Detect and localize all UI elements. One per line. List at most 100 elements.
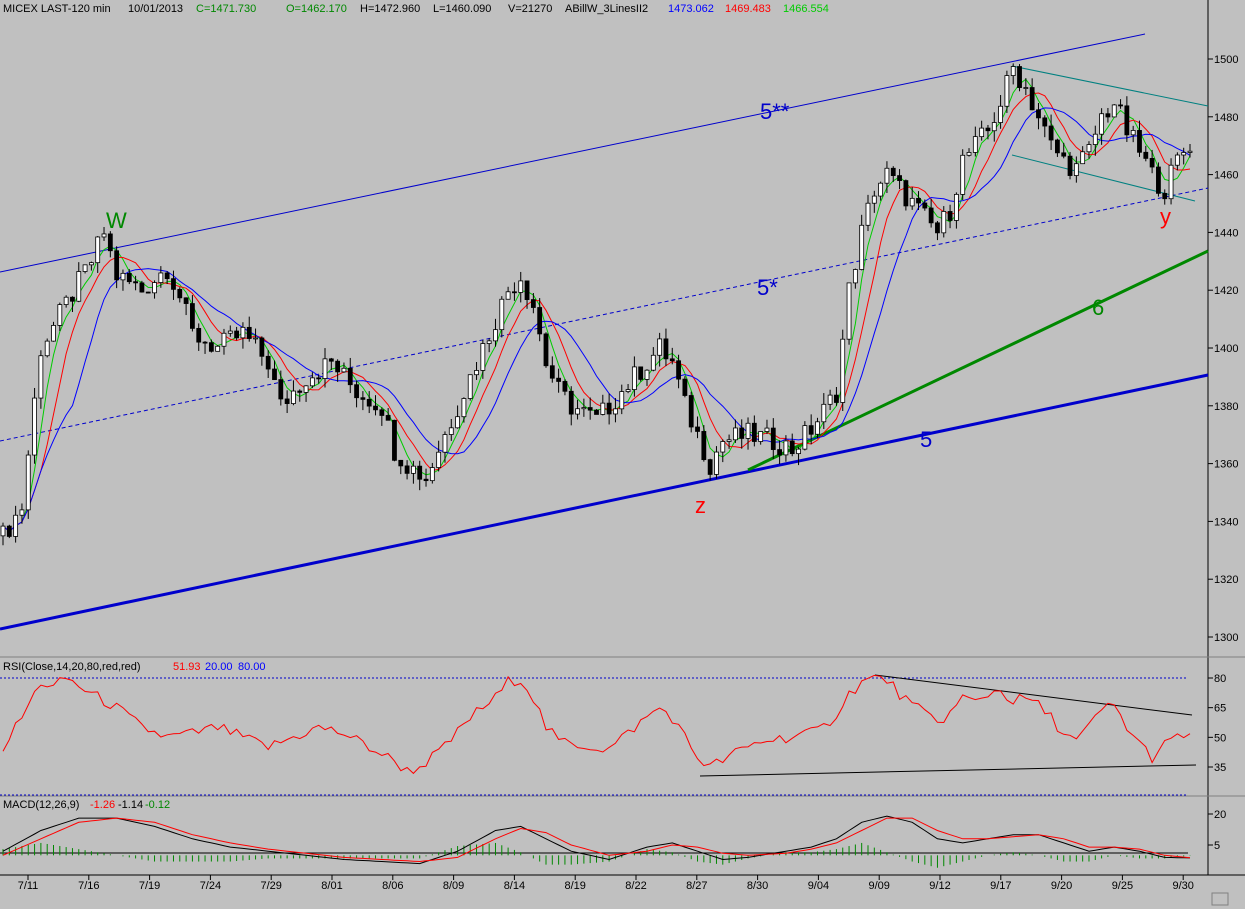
candle-body bbox=[619, 391, 625, 410]
high-label: H=1472.960 bbox=[360, 3, 420, 15]
candle-body bbox=[316, 377, 322, 380]
candle-body bbox=[354, 384, 359, 399]
rsi-value: 51.93 bbox=[173, 661, 201, 673]
candle-body bbox=[429, 467, 435, 482]
candle-body bbox=[88, 262, 94, 266]
channel-5s-label: 5* bbox=[757, 275, 778, 300]
candle-body bbox=[25, 454, 31, 511]
candle-body bbox=[688, 395, 694, 428]
candle-body bbox=[890, 167, 896, 176]
candle-body bbox=[120, 272, 126, 281]
candle-body bbox=[865, 202, 871, 226]
candle-body bbox=[714, 451, 719, 475]
candle-body bbox=[935, 222, 940, 234]
candle-body bbox=[246, 326, 252, 339]
candle-body bbox=[1010, 66, 1016, 76]
candle-body bbox=[764, 427, 770, 432]
macd-tick-label: 5 bbox=[1214, 840, 1220, 852]
channel-lower-5-line bbox=[0, 373, 1209, 631]
x-tick-label: 8/27 bbox=[686, 880, 707, 892]
candle-body bbox=[272, 368, 277, 381]
candle-body bbox=[808, 425, 814, 435]
candle-body bbox=[530, 299, 536, 308]
candle-body bbox=[107, 233, 113, 252]
candle-body bbox=[1105, 113, 1111, 118]
candle-body bbox=[101, 233, 107, 238]
candle-body bbox=[953, 193, 959, 221]
candle-body bbox=[486, 340, 492, 344]
candle-body bbox=[733, 427, 738, 441]
candle-body bbox=[1004, 75, 1010, 107]
candle-body bbox=[152, 282, 157, 294]
candle-body bbox=[549, 365, 555, 379]
rsi-tick-label: 80 bbox=[1214, 673, 1226, 685]
candle-body bbox=[335, 360, 341, 373]
candle-body bbox=[1080, 151, 1086, 165]
candle-body bbox=[878, 182, 884, 197]
candle-body bbox=[493, 329, 498, 342]
teal-channel-lower bbox=[1011, 154, 1196, 202]
candle-body bbox=[695, 426, 700, 432]
candle-body bbox=[183, 297, 189, 304]
candle-body bbox=[1017, 66, 1022, 88]
candle-body bbox=[537, 307, 543, 335]
candle-body bbox=[600, 402, 606, 415]
corner-scroll-box[interactable] bbox=[1211, 892, 1229, 906]
candle-body bbox=[38, 355, 44, 399]
candle-body bbox=[6, 525, 12, 537]
rsi-high-level: 80.00 bbox=[238, 661, 266, 673]
x-tick-label: 9/12 bbox=[929, 880, 950, 892]
candle-body bbox=[846, 282, 852, 340]
price-tick-label: 1480 bbox=[1214, 112, 1238, 124]
x-tick-label: 8/30 bbox=[747, 880, 768, 892]
candle-body bbox=[19, 509, 25, 516]
rsi-y-axis: 80 65 50 35 bbox=[1208, 673, 1226, 774]
candle-body bbox=[840, 338, 846, 403]
low-label: L=1460.090 bbox=[433, 3, 491, 15]
x-tick-label: 9/25 bbox=[1112, 880, 1133, 892]
candle-body bbox=[821, 403, 827, 423]
x-tick-label: 9/30 bbox=[1172, 880, 1193, 892]
price-tick-label: 1380 bbox=[1214, 401, 1238, 413]
candle-body bbox=[240, 326, 246, 339]
x-tick-label: 8/22 bbox=[625, 880, 646, 892]
candle-body bbox=[568, 390, 574, 415]
candle-body bbox=[1067, 155, 1073, 176]
candle-body bbox=[215, 345, 221, 352]
candle-body bbox=[745, 422, 751, 439]
candle-body bbox=[0, 525, 6, 537]
x-tick-label: 9/20 bbox=[1051, 880, 1072, 892]
candle-body bbox=[707, 459, 713, 475]
x-tick-label: 8/06 bbox=[382, 880, 403, 892]
candle-body bbox=[234, 330, 240, 339]
candle-body bbox=[979, 127, 985, 138]
candle-body bbox=[859, 224, 865, 270]
candle-body bbox=[941, 211, 947, 234]
candle-body bbox=[1055, 139, 1060, 154]
candle-body bbox=[1181, 152, 1187, 156]
x-tick-label: 8/19 bbox=[564, 880, 585, 892]
candle-body bbox=[373, 405, 378, 411]
candle-body bbox=[1099, 113, 1105, 135]
candle-body bbox=[158, 272, 164, 283]
candle-body bbox=[95, 236, 101, 264]
candle-body bbox=[1092, 133, 1098, 145]
rsi-label: RSI(Close,14,20,80,red,red) bbox=[3, 661, 141, 673]
candle-body bbox=[360, 397, 366, 400]
candle-body bbox=[417, 465, 423, 480]
candle-body bbox=[682, 378, 688, 396]
candle-body bbox=[265, 355, 271, 370]
candle-body bbox=[575, 408, 580, 415]
candle-body bbox=[410, 465, 416, 474]
candle-body bbox=[777, 449, 783, 456]
candle-body bbox=[82, 264, 88, 272]
x-tick-label: 8/09 bbox=[443, 880, 464, 892]
ma-red-value: 1469.483 bbox=[725, 3, 771, 15]
candle-body bbox=[385, 415, 391, 421]
candle-body bbox=[284, 398, 290, 404]
moving-averages bbox=[2, 78, 1191, 532]
wave-y-label: y bbox=[1160, 204, 1171, 229]
candle-body bbox=[947, 211, 953, 221]
candle-body bbox=[442, 434, 448, 453]
